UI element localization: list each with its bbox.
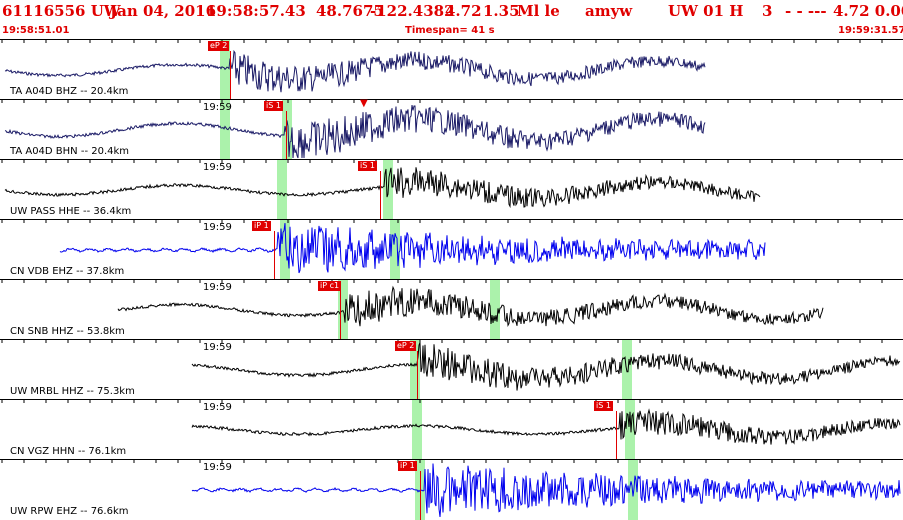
trace-svg — [1, 100, 883, 159]
phase-pick-flag[interactable]: iS 1 — [358, 161, 377, 171]
event-mag: 1.35 — [483, 2, 520, 20]
trace-svg — [1, 340, 901, 391]
phase-window-marker — [490, 280, 500, 340]
phase-window-marker — [338, 280, 348, 340]
trace-svg — [1, 460, 901, 518]
trace-panel[interactable]: iP c1 19:59 CN SNB HHZ -- 53.8km — [0, 279, 903, 340]
waveform-trace — [4, 105, 706, 159]
trace-panel[interactable]: iP 1 19:59 UW RPW EHZ -- 76.6km — [0, 459, 903, 520]
channel-label: CN SNB HHZ -- 53.8km — [10, 326, 125, 337]
event-depth: 4.72 — [445, 2, 482, 20]
minute-label: 19:59 — [203, 402, 232, 413]
trace-svg — [1, 400, 901, 445]
event-dashes: - - --- — [785, 2, 827, 20]
trace-panel[interactable]: eP 2 TA A04D BHZ -- 20.4km — [0, 39, 903, 100]
event-id: 61116556 UW — [2, 2, 121, 20]
phase-pick-flag[interactable]: eP 2 — [208, 41, 230, 51]
phase-pick-flag[interactable]: iS 1 — [264, 101, 283, 111]
minute-label: 19:59 — [203, 222, 232, 233]
waveform-trace — [191, 408, 901, 445]
event-lon: -122.4382 — [370, 2, 455, 20]
origin-marker-icon: ▼ — [360, 98, 368, 109]
phase-pick-line — [274, 231, 275, 280]
phase-pick-flag[interactable]: eP 2 — [395, 341, 417, 351]
phase-window-marker — [390, 220, 400, 280]
channel-label: CN VGZ HHN -- 76.1km — [10, 446, 127, 457]
trace-svg — [1, 160, 883, 209]
event-time: 19:58:57.43 — [206, 2, 306, 20]
phase-window-marker — [628, 460, 638, 520]
waveform-trace — [191, 342, 901, 391]
trace-svg — [1, 280, 883, 327]
phase-pick-line — [286, 111, 287, 160]
trace-panel[interactable]: iS 1 ▼ 19:59 TA A04D BHN -- 20.4km — [0, 98, 903, 160]
trace-svg — [1, 220, 883, 274]
phase-window-marker — [625, 400, 635, 460]
waveform-trace — [4, 49, 706, 93]
phase-window-marker — [277, 160, 287, 220]
end-time: 19:59:31.57 — [838, 25, 903, 36]
phase-pick-flag[interactable]: iS 1 — [594, 401, 613, 411]
phase-pick-line — [420, 471, 421, 520]
timespan: Timespan= 41 s — [405, 25, 495, 36]
phase-pick-line — [230, 51, 231, 100]
trace-panel[interactable]: iS 1 19:59 UW PASS HHE -- 36.4km — [0, 159, 903, 220]
minute-label: 19:59 — [203, 282, 232, 293]
waveform-trace — [59, 223, 766, 274]
waveform-trace — [191, 463, 901, 518]
phase-pick-line — [380, 171, 381, 220]
event-mag-type: Ml le — [517, 2, 560, 20]
phase-pick-line — [340, 291, 341, 340]
minute-label: 19:59 — [203, 342, 232, 353]
event-user: amyw — [585, 2, 633, 20]
phase-pick-flag[interactable]: iP 1 — [398, 461, 417, 471]
event-tail: 4.72 0.00 — [833, 2, 903, 20]
phase-window-marker — [220, 100, 230, 160]
phase-window-marker — [220, 40, 230, 100]
channel-label: UW PASS HHE -- 36.4km — [10, 206, 132, 217]
event-lat: 48.7675 — [316, 2, 384, 20]
start-time: 19:58:51.01 — [2, 25, 70, 36]
phase-pick-flag[interactable]: iP c1 — [318, 281, 342, 291]
phase-window-marker — [412, 400, 422, 460]
event-date: Jan 04, 2016 — [110, 2, 217, 20]
trace-panel[interactable]: eP 2 19:59 UW MRBL HHZ -- 75.3km — [0, 339, 903, 400]
waveform-trace — [117, 285, 824, 327]
trace-svg — [1, 40, 883, 93]
trace-panel[interactable]: iP 1 19:59 CN VDB EHZ -- 37.8km — [0, 219, 903, 280]
channel-label: TA A04D BHZ -- 20.4km — [10, 86, 129, 97]
phase-pick-line — [417, 351, 418, 400]
phase-pick-line — [616, 411, 617, 460]
channel-label: CN VDB EHZ -- 37.8km — [10, 266, 125, 277]
event-net-info: UW 01 H — [668, 2, 744, 20]
channel-label: TA A04D BHN -- 20.4km — [10, 146, 130, 157]
trace-panel[interactable]: iS 1 19:59 CN VGZ HHN -- 76.1km — [0, 399, 903, 460]
phase-window-marker — [410, 340, 420, 400]
event-count: 3 — [762, 2, 773, 20]
channel-label: UW MRBL HHZ -- 75.3km — [10, 386, 135, 397]
minute-label: 19:59 — [203, 102, 232, 113]
minute-label: 19:59 — [203, 162, 232, 173]
minute-label: 19:59 — [203, 462, 232, 473]
phase-pick-flag[interactable]: iP 1 — [252, 221, 271, 231]
event-header: 61116556 UW Jan 04, 2016 19:58:57.43 48.… — [0, 0, 903, 22]
phase-window-marker — [280, 220, 290, 280]
channel-label: UW RPW EHZ -- 76.6km — [10, 506, 129, 517]
waveform-trace — [4, 167, 761, 209]
phase-window-marker — [282, 100, 292, 160]
